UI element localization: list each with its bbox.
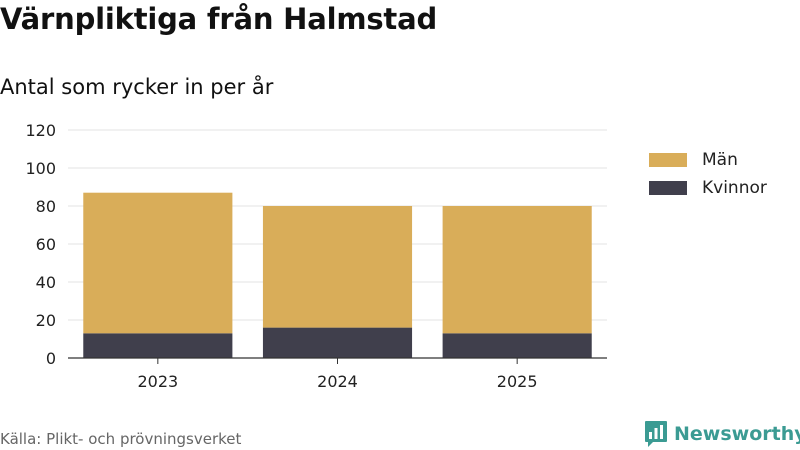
bar-kvinnor-2024	[262, 327, 413, 358]
x-tick-label: 2024	[317, 372, 358, 391]
legend-item-man: Män	[649, 146, 767, 174]
legend-label-man: Män	[702, 150, 738, 170]
logo-text: Newsworthy	[674, 423, 800, 445]
y-tick-label: 0	[46, 349, 56, 368]
bar-m-n-2024	[262, 206, 413, 328]
newsworthy-bar-chart-icon	[645, 421, 667, 447]
source-note: Källa: Plikt- och prövningsverket	[0, 430, 242, 448]
legend: Män Kvinnor	[649, 146, 767, 202]
legend-swatch-kvinnor	[649, 181, 687, 195]
bar-kvinnor-2023	[83, 333, 233, 358]
legend-item-kvinnor: Kvinnor	[649, 174, 767, 202]
y-tick-label: 60	[36, 235, 56, 254]
bar-kvinnor-2025	[442, 333, 592, 358]
chart-title: Värnpliktiga från Halmstad	[0, 2, 438, 36]
bar-m-n-2023	[83, 192, 233, 334]
x-tick-label: 2025	[497, 372, 538, 391]
y-tick-label: 40	[36, 273, 56, 292]
chart-subtitle: Antal som rycker in per år	[0, 75, 274, 99]
legend-label-kvinnor: Kvinnor	[702, 178, 767, 198]
y-tick-label: 20	[36, 311, 56, 330]
bar-m-n-2025	[442, 206, 592, 334]
y-tick-label: 100	[25, 159, 56, 178]
newsworthy-logo: Newsworthy	[644, 420, 800, 448]
y-tick-label: 120	[25, 121, 56, 140]
y-tick-label: 80	[36, 197, 56, 216]
legend-swatch-man	[649, 153, 687, 167]
x-tick-label: 2023	[137, 372, 178, 391]
